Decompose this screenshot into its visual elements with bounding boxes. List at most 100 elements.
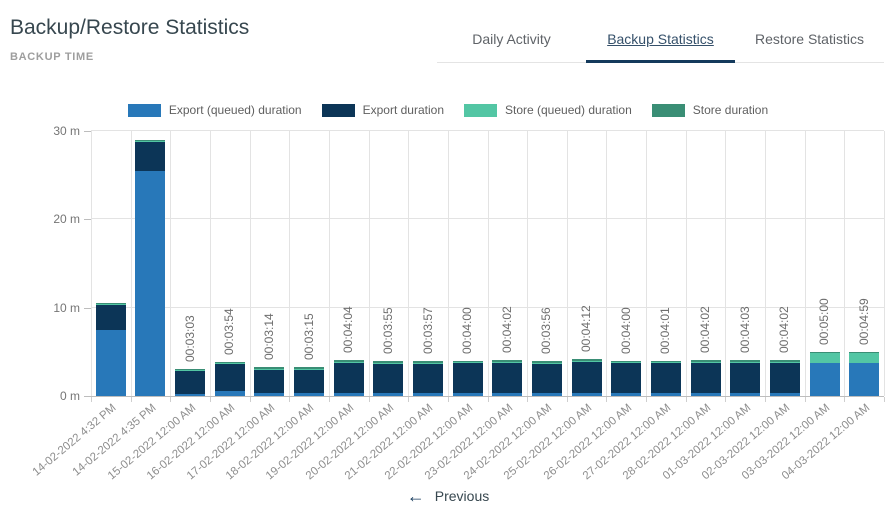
x-axis-tick [725, 397, 726, 402]
y-axis-tick-label: 10 m [53, 300, 80, 315]
y-gridline [91, 218, 884, 220]
bar-segment-0 [452, 393, 483, 396]
bar-segment-0 [95, 329, 126, 396]
bar-value-label: 00:03:15 [301, 313, 316, 361]
bar-segment-1 [611, 363, 642, 394]
legend-swatch [464, 103, 497, 117]
bar-segment-2 [571, 360, 602, 362]
x-axis-tick [844, 397, 845, 402]
bar-segment-3 [452, 360, 483, 363]
tab-backup-statistics[interactable]: Backup Statistics [586, 16, 735, 63]
bar-segment-1 [254, 369, 285, 394]
bar-value-label: 00:03:14 [261, 313, 276, 361]
bar-segment-1 [690, 363, 721, 394]
bar-segment-1 [135, 142, 166, 171]
bar-segment-2 [254, 368, 285, 370]
x-gridline [408, 131, 409, 396]
tab-restore-statistics[interactable]: Restore Statistics [735, 16, 884, 62]
x-gridline [805, 131, 806, 396]
bar-segment-1 [95, 304, 126, 330]
x-axis-tick [527, 397, 528, 402]
x-gridline [91, 131, 92, 396]
bar-value-label: 00:04:01 [658, 306, 673, 354]
y-axis-tick [84, 219, 91, 221]
bar-segment-2 [452, 362, 483, 364]
bar-segment-1 [452, 363, 483, 394]
bar-segment-2 [650, 362, 681, 364]
legend-label: Export duration [362, 103, 444, 117]
bar-segment-1 [214, 364, 245, 392]
y-axis-tick [84, 396, 91, 397]
tab-daily-activity[interactable]: Daily Activity [437, 16, 586, 62]
bar-segment-3 [690, 360, 721, 362]
bar-value-label: 00:04:00 [618, 306, 633, 354]
y-axis-tick [84, 131, 91, 132]
bar-segment-2 [95, 303, 126, 305]
bar-segment-2 [373, 362, 404, 364]
x-axis-tick [686, 397, 687, 402]
bar-segment-3 [571, 358, 602, 361]
x-gridline [488, 131, 489, 396]
x-gridline [646, 131, 647, 396]
bar-value-label: 00:04:04 [341, 306, 356, 354]
x-gridline [210, 131, 211, 396]
bar-segment-0 [413, 393, 444, 396]
bar-segment-0 [611, 393, 642, 396]
x-gridline [606, 131, 607, 396]
bar-segment-3 [175, 369, 206, 371]
bar-segment-1 [333, 362, 364, 393]
legend-item-export-duration[interactable]: Export duration [321, 103, 444, 117]
x-gridline [131, 131, 132, 396]
bar-segment-1 [373, 363, 404, 394]
x-gridline [567, 131, 568, 396]
bar-value-label: 00:04:02 [698, 306, 713, 354]
bar-segment-0 [849, 362, 880, 396]
bar-value-label: 00:05:00 [817, 298, 832, 345]
legend-item-store-duration[interactable]: Store duration [651, 103, 768, 117]
bar-segment-0 [571, 393, 602, 396]
x-axis-tick [250, 397, 251, 402]
bar-segment-0 [373, 393, 404, 396]
bar-segment-2 [413, 362, 444, 364]
x-axis-tick [91, 397, 92, 402]
bar-segment-3 [492, 360, 523, 362]
bar-value-label: 00:04:02 [777, 306, 792, 354]
active-tab-indicator [586, 60, 735, 63]
previous-label: Previous [434, 488, 490, 504]
bar-segment-3 [135, 140, 166, 142]
tab-label: Daily Activity [472, 31, 551, 47]
bar-value-label: 00:04:00 [460, 306, 475, 354]
arrow-left-icon: ← [406, 486, 425, 506]
x-axis-tick [805, 397, 806, 402]
x-gridline [170, 131, 171, 396]
bar-segment-3 [849, 352, 880, 353]
legend-item-store-queued-duration[interactable]: Store (queued) duration [464, 103, 632, 117]
previous-button[interactable]: ← Previous [0, 487, 896, 505]
bar-segment-0 [294, 393, 325, 396]
y-axis-tick-label: 20 m [53, 212, 80, 227]
bar-segment-3 [769, 360, 800, 362]
section-title-backup-time: BACKUP TIME [10, 51, 94, 63]
x-axis-tick [765, 397, 766, 402]
bar-segment-0 [135, 170, 166, 396]
x-axis-tick [408, 397, 409, 402]
bar-segment-2 [690, 362, 721, 364]
bar-segment-3 [214, 361, 245, 364]
bar-segment-3 [730, 360, 761, 362]
bar-segment-3 [333, 360, 364, 362]
bar-value-label: 00:03:57 [420, 307, 435, 355]
bar-segment-2 [611, 362, 642, 364]
x-gridline [448, 131, 449, 396]
bar-segment-3 [294, 367, 325, 369]
bar-segment-1 [492, 363, 523, 394]
x-gridline [527, 131, 528, 396]
legend-item-export-queued-duration[interactable]: Export (queued) duration [127, 103, 302, 117]
x-gridline [765, 131, 766, 396]
bar-segment-3 [254, 367, 285, 369]
x-gridline [844, 131, 845, 396]
bar-value-label: 00:04:02 [499, 306, 514, 354]
bar-segment-3 [650, 360, 681, 363]
legend-swatch [651, 103, 685, 117]
bar-segment-0 [254, 393, 285, 396]
bar-value-label: 00:04:12 [579, 305, 594, 352]
